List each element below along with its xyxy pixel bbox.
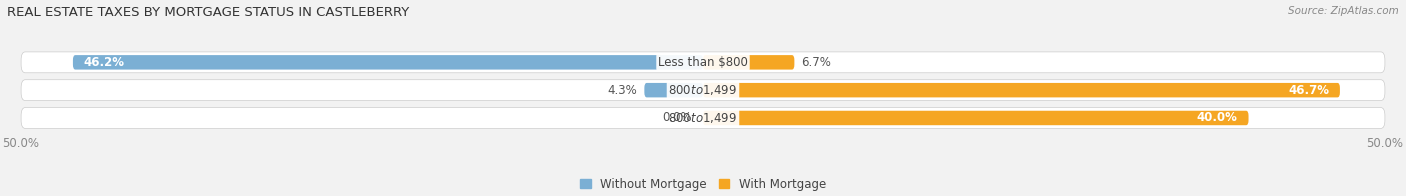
Text: 46.2%: 46.2%: [84, 56, 125, 69]
FancyBboxPatch shape: [21, 108, 1385, 128]
Text: 46.7%: 46.7%: [1288, 84, 1329, 97]
FancyBboxPatch shape: [21, 80, 1385, 101]
Text: Less than $800: Less than $800: [658, 56, 748, 69]
Text: 4.3%: 4.3%: [607, 84, 637, 97]
FancyBboxPatch shape: [703, 55, 794, 70]
Text: $800 to $1,499: $800 to $1,499: [668, 83, 738, 97]
FancyBboxPatch shape: [21, 52, 1385, 73]
Text: REAL ESTATE TAXES BY MORTGAGE STATUS IN CASTLEBERRY: REAL ESTATE TAXES BY MORTGAGE STATUS IN …: [7, 6, 409, 19]
Text: $800 to $1,499: $800 to $1,499: [668, 111, 738, 125]
FancyBboxPatch shape: [73, 55, 703, 70]
Text: 0.0%: 0.0%: [662, 112, 692, 124]
Text: 6.7%: 6.7%: [801, 56, 831, 69]
Text: 40.0%: 40.0%: [1197, 112, 1237, 124]
FancyBboxPatch shape: [703, 111, 1249, 125]
Legend: Without Mortgage, With Mortgage: Without Mortgage, With Mortgage: [575, 173, 831, 195]
FancyBboxPatch shape: [703, 83, 1340, 97]
Text: Source: ZipAtlas.com: Source: ZipAtlas.com: [1288, 6, 1399, 16]
FancyBboxPatch shape: [644, 83, 703, 97]
